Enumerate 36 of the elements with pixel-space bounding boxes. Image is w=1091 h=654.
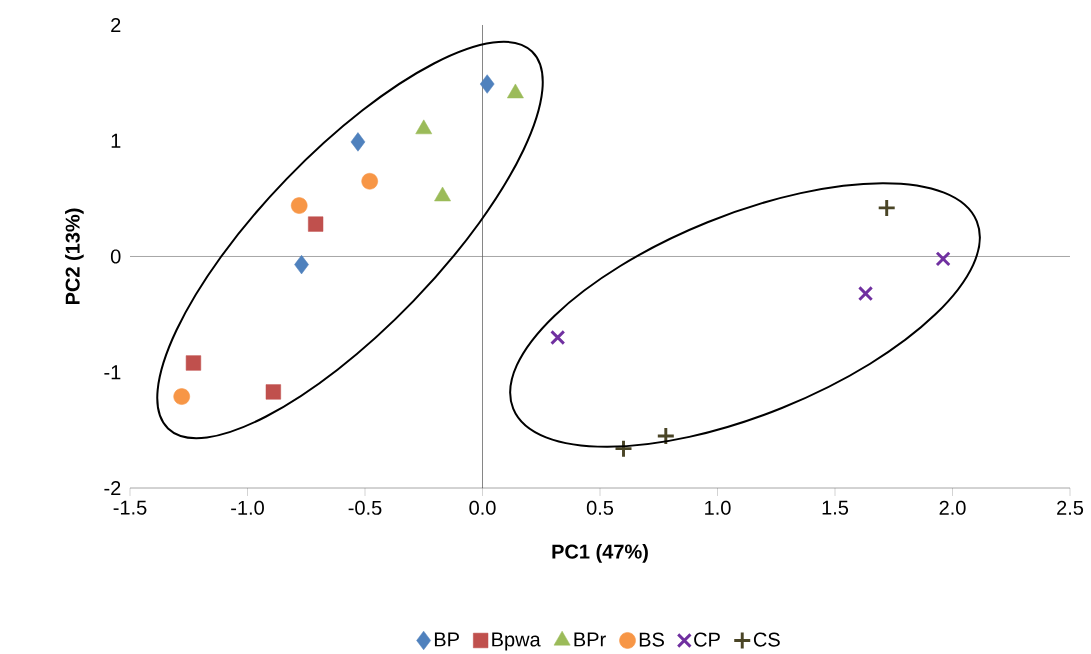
- legend-label: CP: [694, 632, 720, 647]
- y-tick-label: -1: [104, 365, 121, 380]
- x-axis-title: PC1 (47%): [552, 544, 648, 563]
- point: [656, 426, 676, 446]
- x-tick-label: 1.0: [705, 500, 731, 515]
- x-tick-label: 0.0: [469, 500, 496, 515]
- y-axis-title: PC2 (13%): [65, 208, 84, 305]
- x-tick-label: 2.0: [939, 500, 966, 515]
- legend-label: BS: [639, 632, 664, 647]
- point: [479, 74, 495, 94]
- y-tick-label: 1: [111, 133, 121, 148]
- x-tick-label: 2.5: [1057, 500, 1084, 515]
- point: [185, 355, 202, 371]
- y-tick-label: -2: [104, 481, 121, 496]
- point: [173, 388, 190, 405]
- point: [857, 286, 874, 302]
- point: [935, 251, 951, 267]
- legend-label: CS: [753, 632, 780, 647]
- legend-label: BPr: [574, 632, 606, 647]
- point: [361, 173, 378, 190]
- x-tick-label: 0.5: [586, 500, 614, 515]
- point: [350, 132, 366, 152]
- x-tick-label: -1.0: [231, 500, 264, 515]
- x-tick-label: -1.5: [113, 500, 147, 515]
- y-tick-label: 2: [111, 18, 121, 33]
- legend-label: BP: [434, 632, 459, 647]
- point: [294, 255, 309, 275]
- x-tick-label: 1.5: [822, 500, 849, 515]
- point: [550, 330, 566, 346]
- point: [308, 216, 324, 232]
- y-tick-label: 0: [110, 249, 121, 264]
- point: [877, 198, 897, 218]
- legend-label: Bpwa: [492, 632, 541, 651]
- x-tick-label: -0.5: [348, 500, 382, 515]
- point: [265, 384, 281, 400]
- point: [290, 197, 308, 214]
